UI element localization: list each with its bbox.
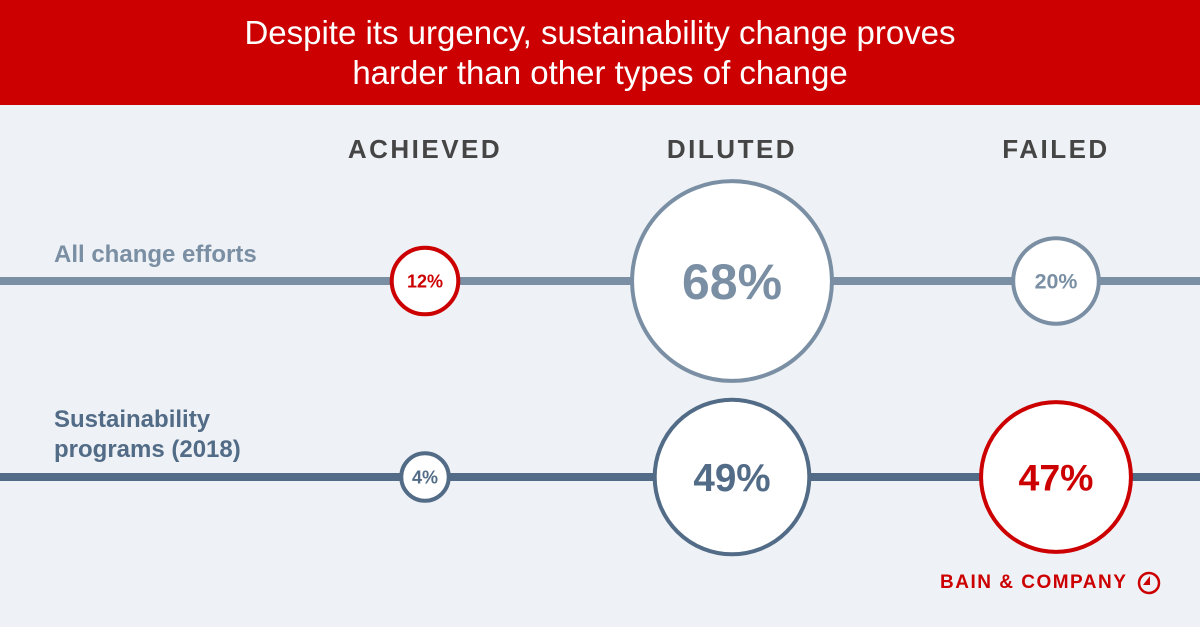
bain-logo-icon bbox=[1138, 571, 1161, 595]
bubble-label: 49% bbox=[693, 457, 770, 500]
bubble-label: 68% bbox=[682, 254, 782, 310]
series-label: programs (2018) bbox=[54, 436, 241, 463]
bubble bbox=[630, 179, 834, 383]
column-header: DILUTED bbox=[667, 134, 797, 164]
bubble bbox=[979, 400, 1133, 554]
column-header: ACHIEVED bbox=[348, 134, 502, 164]
bubble-label: 12% bbox=[407, 271, 443, 291]
bubble bbox=[652, 397, 812, 557]
bubble bbox=[389, 245, 461, 317]
brand-name: BAIN & COMPANY bbox=[940, 572, 1128, 593]
column-header: FAILED bbox=[1002, 134, 1109, 164]
bain-logo: BAIN & COMPANY bbox=[940, 571, 1161, 595]
title-line-1: Despite its urgency, sustainability chan… bbox=[244, 14, 956, 51]
bubble-label: 20% bbox=[1035, 270, 1078, 294]
series-label: All change efforts bbox=[54, 241, 257, 268]
bubble bbox=[399, 451, 451, 503]
bubble-label: 47% bbox=[1019, 456, 1094, 498]
title-banner: Despite its urgency, sustainability chan… bbox=[0, 0, 1200, 105]
title-line-2: harder than other types of change bbox=[352, 54, 848, 91]
bubble bbox=[1011, 236, 1101, 326]
series-label: Sustainability bbox=[54, 406, 211, 433]
bubble-label: 4% bbox=[412, 467, 438, 487]
